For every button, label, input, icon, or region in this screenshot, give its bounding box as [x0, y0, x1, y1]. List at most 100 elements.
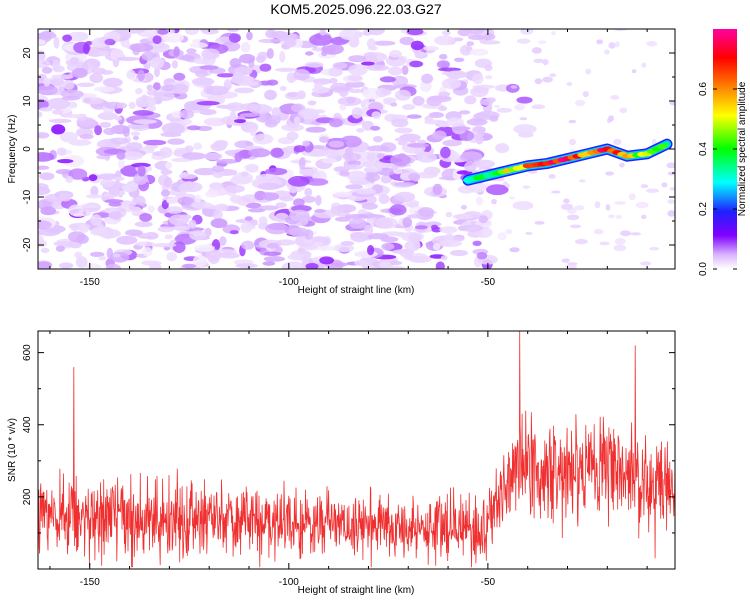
heatmap-cell	[218, 252, 240, 259]
heatmap-cell	[510, 85, 518, 89]
heatmap-cell	[168, 214, 189, 226]
heatmap-cell	[121, 151, 143, 161]
heatmap-cell	[167, 138, 185, 145]
heatmap-cell	[312, 109, 326, 114]
heatmap-cell	[141, 247, 153, 257]
heatmap-cell	[38, 99, 49, 110]
heatmap-cell	[75, 256, 88, 268]
heatmap-cell	[172, 83, 189, 95]
heatmap-cell	[321, 50, 328, 57]
heatmap-cell	[305, 263, 319, 269]
snr-y-axis-label: SNR (10 * v/v)	[7, 418, 18, 482]
heatmap-cell	[248, 148, 271, 158]
heatmap-cell	[192, 255, 208, 268]
heatmap-cell	[542, 76, 553, 83]
heatmap-cell	[166, 252, 178, 262]
heatmap-cell	[333, 244, 355, 253]
heatmap-cell	[108, 201, 122, 207]
heatmap-cell	[345, 81, 365, 88]
heatmap-cell	[439, 53, 448, 60]
heatmap-cell	[161, 189, 170, 197]
heatmap-cell	[438, 91, 451, 97]
heatmap-cell	[466, 41, 475, 46]
heatmap-cell	[408, 233, 422, 243]
heatmap-cell	[366, 38, 376, 49]
heatmap-cell	[445, 211, 453, 218]
heatmap-cell	[75, 234, 89, 244]
heatmap-cell	[366, 64, 389, 72]
heatmap-cell	[246, 31, 253, 41]
heatmap-cell	[172, 241, 186, 253]
heatmap-cell	[234, 119, 246, 124]
heatmap-cell	[630, 232, 642, 236]
heatmap-cell	[143, 139, 167, 146]
heatmap-cell	[38, 261, 51, 269]
heatmap-cell	[39, 172, 55, 181]
heatmap-cell	[100, 178, 115, 188]
heatmap-cell	[426, 96, 442, 107]
heatmap-cell	[80, 203, 100, 209]
heatmap-cell	[399, 36, 415, 46]
heatmap-cell	[100, 139, 113, 148]
heatmap-cell	[215, 203, 229, 212]
heatmap-cell	[472, 73, 484, 85]
heatmap-cell	[240, 222, 253, 233]
heatmap-cell	[65, 175, 74, 184]
heatmap-cell	[449, 249, 468, 257]
heatmap-cell	[569, 224, 582, 229]
heatmap-cell	[497, 232, 507, 241]
heatmap-cell	[615, 41, 620, 48]
heatmap-cell	[457, 185, 475, 194]
heatmap-cell	[594, 201, 601, 209]
heatmap-cell	[78, 225, 90, 233]
heatmap-cell	[301, 254, 309, 265]
heatmap-cell	[339, 29, 361, 40]
heatmap-cell	[666, 162, 675, 169]
heatmap-cell	[97, 112, 118, 121]
heatmap-cell	[61, 96, 81, 101]
heatmap-cell	[179, 109, 194, 120]
heatmap-cell	[88, 174, 98, 182]
heatmap-cell	[438, 106, 448, 111]
heatmap-cell	[186, 48, 197, 54]
heatmap-cell	[266, 79, 279, 86]
heatmap-cell	[565, 264, 577, 269]
heatmap-cell	[263, 256, 286, 262]
heatmap-cell	[394, 127, 413, 134]
heatmap-cell	[389, 50, 402, 58]
heatmap-cell	[135, 88, 143, 95]
heatmap-cell	[133, 119, 158, 124]
signal-track	[462, 138, 673, 186]
heatmap-cell	[509, 247, 520, 253]
heatmap-cell	[394, 191, 416, 202]
heatmap-cell	[205, 85, 229, 96]
heatmap-cell	[661, 182, 668, 188]
heatmap-cell	[245, 202, 262, 209]
heatmap-cell	[63, 155, 85, 167]
heatmap-cell	[270, 147, 284, 158]
heatmap-cell	[223, 79, 232, 90]
heatmap-cell	[512, 201, 534, 210]
heatmap-cell	[227, 29, 240, 33]
heatmap-cell	[112, 253, 121, 258]
heatmap-cell	[390, 102, 398, 107]
heatmap-cell	[69, 57, 80, 65]
heatmap-cell	[366, 166, 383, 173]
heatmap-cell	[640, 261, 652, 266]
heatmap-cell	[229, 58, 242, 68]
heatmap-cell	[619, 162, 625, 168]
heatmap-cell	[105, 263, 121, 269]
heatmap-cell	[314, 209, 326, 213]
heatmap-cell	[548, 174, 556, 179]
heatmap-cell	[669, 187, 675, 191]
heatmap-cell	[309, 33, 333, 46]
heatmap-cell	[38, 227, 61, 237]
heatmap-cell	[381, 243, 395, 251]
heatmap-cell	[41, 66, 53, 74]
heatmap-cell	[235, 263, 258, 269]
heatmap-cell	[491, 198, 497, 205]
heatmap-cell	[116, 151, 126, 160]
heatmap-cell	[147, 205, 155, 213]
heatmap-cell	[93, 86, 116, 92]
heatmap-cell	[348, 64, 368, 76]
